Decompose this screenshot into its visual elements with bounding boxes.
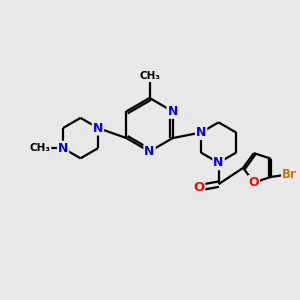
Text: CH₃: CH₃ [29, 143, 50, 153]
Text: N: N [144, 145, 155, 158]
Text: N: N [213, 156, 224, 169]
Text: O: O [248, 176, 259, 189]
Text: Br: Br [282, 168, 297, 181]
Text: N: N [196, 126, 206, 139]
Text: CH₃: CH₃ [139, 71, 160, 81]
Text: N: N [93, 122, 103, 134]
Text: N: N [167, 105, 178, 118]
Text: N: N [58, 142, 68, 155]
Text: O: O [193, 181, 204, 194]
